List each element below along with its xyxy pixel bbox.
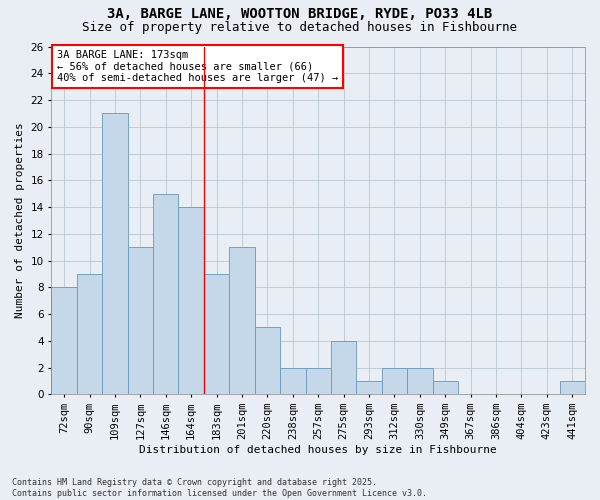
Bar: [102, 114, 128, 394]
Bar: [77, 274, 102, 394]
Bar: [407, 368, 433, 394]
Bar: [305, 368, 331, 394]
Text: Contains HM Land Registry data © Crown copyright and database right 2025.
Contai: Contains HM Land Registry data © Crown c…: [12, 478, 427, 498]
Bar: [433, 381, 458, 394]
Bar: [382, 368, 407, 394]
Bar: [52, 288, 77, 395]
Bar: [128, 247, 153, 394]
Bar: [255, 328, 280, 394]
Bar: [331, 341, 356, 394]
Text: 3A BARGE LANE: 173sqm
← 56% of detached houses are smaller (66)
40% of semi-deta: 3A BARGE LANE: 173sqm ← 56% of detached …: [57, 50, 338, 83]
Y-axis label: Number of detached properties: Number of detached properties: [15, 122, 25, 318]
Text: Size of property relative to detached houses in Fishbourne: Size of property relative to detached ho…: [83, 22, 517, 35]
Bar: [560, 381, 585, 394]
Bar: [356, 381, 382, 394]
Bar: [204, 274, 229, 394]
Bar: [280, 368, 305, 394]
Bar: [178, 207, 204, 394]
Bar: [153, 194, 178, 394]
Text: 3A, BARGE LANE, WOOTTON BRIDGE, RYDE, PO33 4LB: 3A, BARGE LANE, WOOTTON BRIDGE, RYDE, PO…: [107, 8, 493, 22]
Bar: [229, 247, 255, 394]
X-axis label: Distribution of detached houses by size in Fishbourne: Distribution of detached houses by size …: [139, 445, 497, 455]
